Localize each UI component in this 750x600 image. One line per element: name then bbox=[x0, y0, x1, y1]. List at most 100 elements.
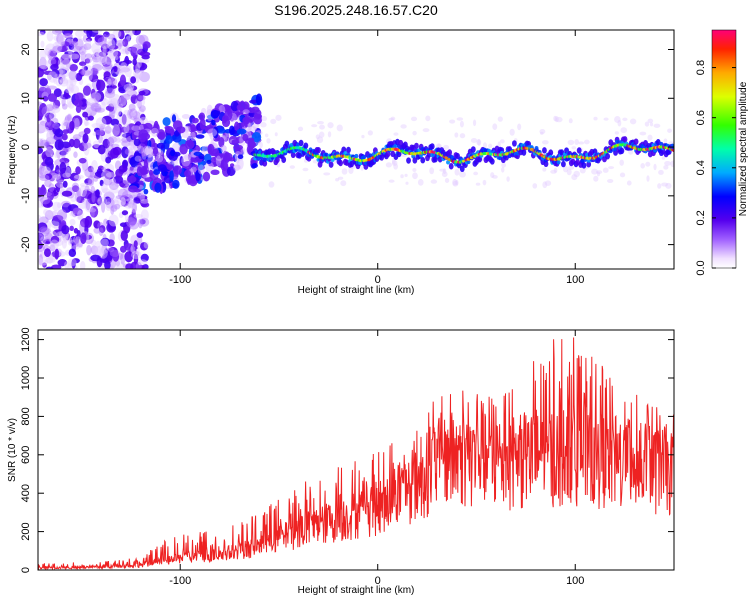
spectrogram-cell bbox=[38, 123, 46, 131]
spectrogram-cell bbox=[59, 77, 69, 87]
spectrogram-cell bbox=[136, 62, 148, 71]
spectrogram-cell bbox=[77, 215, 83, 221]
spectrogram-cell bbox=[69, 225, 74, 232]
spectrogram-cell bbox=[281, 156, 287, 163]
spectrogram-cell bbox=[55, 79, 62, 87]
spectrogram-cell bbox=[197, 164, 205, 175]
spectrogram-cell bbox=[87, 69, 93, 82]
spectrogram-cell bbox=[90, 239, 97, 246]
spectrogram-cell bbox=[77, 243, 83, 249]
spectrogram-cell bbox=[111, 124, 120, 137]
spectrogram-cell bbox=[412, 172, 418, 180]
spectrogram-cell bbox=[477, 139, 482, 146]
spectrogram-cell bbox=[39, 86, 45, 92]
spectrogram-cell bbox=[236, 128, 247, 135]
spectrogram-cell bbox=[124, 55, 130, 67]
spectrogram-cell bbox=[459, 133, 466, 139]
snr-x-tick-label: 0 bbox=[375, 575, 381, 587]
spectrogram-cell bbox=[52, 45, 63, 53]
spectrogram-cell bbox=[341, 168, 348, 175]
spectrogram-cell bbox=[95, 90, 105, 102]
spectrogram-cell bbox=[87, 175, 95, 186]
spectrogram-cell bbox=[141, 146, 146, 157]
spectrogram-cell bbox=[658, 169, 664, 175]
spectrogram-cell bbox=[120, 48, 129, 55]
spectrogram-cell bbox=[501, 166, 505, 173]
spectrogram-cell bbox=[86, 106, 97, 117]
spectrogram-cell bbox=[190, 131, 198, 138]
spectrogram-cell bbox=[446, 160, 451, 165]
spectrogram-cell bbox=[78, 45, 86, 56]
spectrogram-cell bbox=[414, 142, 419, 150]
spectrogram-cell bbox=[190, 124, 197, 132]
spectrogram-cell bbox=[109, 98, 120, 108]
spectrogram-cell bbox=[429, 143, 435, 150]
spectrogram-cell bbox=[45, 266, 54, 269]
spectrogram-cell bbox=[60, 41, 70, 47]
spectrogram-cell bbox=[61, 202, 72, 213]
spectrogram-cell bbox=[57, 251, 66, 257]
spectrogram-cell bbox=[233, 164, 240, 172]
spectrogram-cell bbox=[622, 117, 628, 122]
spectrogram-cell bbox=[82, 85, 92, 96]
spectrogram-cell bbox=[45, 146, 54, 158]
spectrogram-cell bbox=[336, 124, 343, 132]
spectrogram-cell bbox=[405, 181, 409, 185]
spectrogram-cell bbox=[128, 103, 136, 112]
spectrogram-cell bbox=[60, 54, 71, 65]
spectrogram-cell bbox=[554, 116, 559, 123]
spectrogram-cell bbox=[143, 147, 153, 155]
spectrogram-cell bbox=[124, 214, 129, 223]
spectrogram-cell bbox=[118, 111, 123, 117]
spectrogram-cell bbox=[54, 73, 60, 79]
spectrogram-cell bbox=[449, 119, 456, 124]
spectrogram-cell bbox=[130, 111, 137, 117]
spectrogram-cell bbox=[65, 166, 72, 178]
spectrogram-cell bbox=[454, 168, 460, 176]
spectrogram-cell bbox=[141, 150, 147, 160]
spectrogram-cell bbox=[595, 170, 603, 175]
spectrogram-cell bbox=[112, 125, 123, 137]
spectrogram-cell bbox=[38, 249, 44, 258]
spectrogram-cell bbox=[68, 53, 80, 60]
spectrogram-cell bbox=[133, 138, 141, 147]
spectrogram-cell bbox=[64, 114, 72, 123]
spectrogram-cell bbox=[113, 103, 124, 108]
spectrogram-cell bbox=[104, 56, 113, 65]
spectrogram-cell bbox=[119, 30, 124, 37]
spectrogram-cell bbox=[64, 93, 69, 98]
spectrogram-cell bbox=[43, 208, 49, 216]
spectrogram-cell bbox=[94, 94, 100, 104]
spectrogram-cell bbox=[62, 172, 71, 178]
spectrogram-cell bbox=[38, 226, 50, 237]
spectrogram-cell bbox=[417, 179, 424, 186]
spectrogram-cell bbox=[137, 264, 145, 269]
spectrogram-cell bbox=[645, 161, 651, 167]
spectrogram-cell bbox=[134, 71, 143, 78]
spectrogram-cell bbox=[48, 101, 56, 114]
spectrogram-cell bbox=[543, 160, 549, 168]
spectrogram-cell bbox=[44, 179, 52, 188]
spectrogram-cell bbox=[42, 262, 47, 268]
spectrogram-cell bbox=[390, 116, 396, 121]
spectrogram-cell bbox=[340, 180, 347, 187]
spectrogram-cell bbox=[97, 196, 108, 206]
spectrogram-cell bbox=[41, 106, 50, 117]
spectrogram-cell bbox=[117, 42, 122, 51]
spectrogram-cell bbox=[137, 259, 148, 265]
spectrogram-cell bbox=[202, 171, 211, 182]
spectrogram-cell bbox=[107, 137, 115, 147]
spectrogram-cell bbox=[47, 57, 57, 66]
spectrogram-cell bbox=[99, 179, 104, 187]
spectrogram-cell bbox=[261, 115, 268, 122]
spectrogram-y-axis-label: Frequency (Hz) bbox=[7, 116, 18, 185]
spectrogram-cell bbox=[56, 172, 61, 181]
spectrogram-cell bbox=[52, 46, 58, 54]
spectrogram-cell bbox=[61, 103, 68, 110]
spectrogram-cell bbox=[57, 68, 67, 75]
spectrogram-cell bbox=[629, 118, 637, 125]
spectrogram-cell bbox=[226, 166, 236, 177]
snr-y-tick-label: 1200 bbox=[20, 327, 32, 351]
spectrogram-cell bbox=[412, 130, 417, 136]
spectrogram-cell bbox=[177, 126, 186, 134]
